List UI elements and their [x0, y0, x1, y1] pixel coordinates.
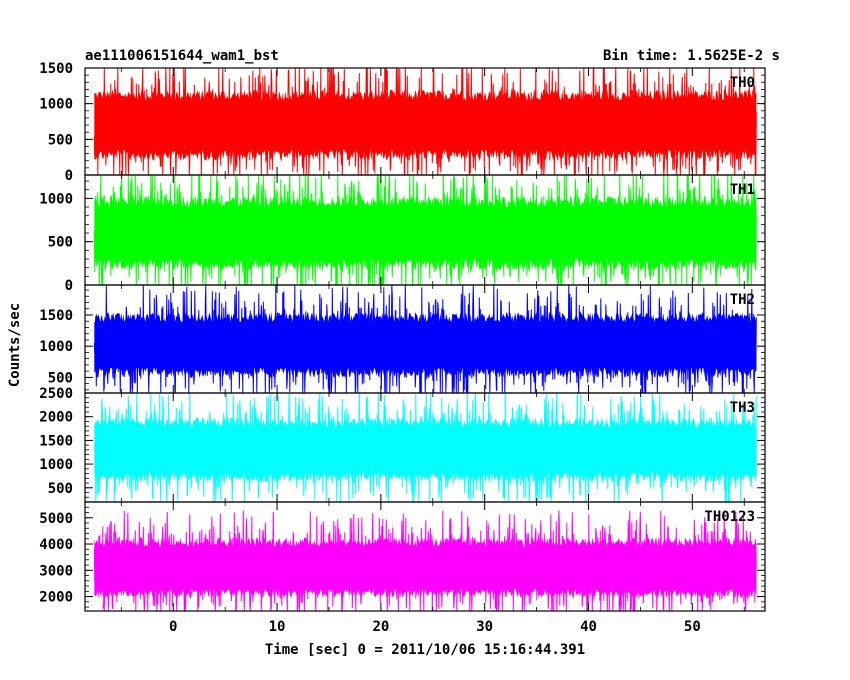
y-tick-label: 1000 [39, 457, 73, 473]
x-tick-label: 20 [372, 619, 389, 635]
chart-subtitle: Bin time: 1.5625E-2 s [603, 48, 780, 64]
series-label-th0123: TH0123 [704, 509, 755, 525]
x-tick-label: 10 [269, 619, 286, 635]
series-label-th0: TH0 [730, 75, 755, 91]
y-tick-label: 2000 [39, 590, 73, 606]
series-line-th1 [93, 175, 757, 285]
y-axis-label: Counts/sec [7, 303, 23, 387]
x-axis-label: Time [sec] 0 = 2011/10/06 15:16:44.391 [265, 642, 585, 658]
panel-frame [84, 501, 766, 612]
y-tick-label: 0 [65, 168, 73, 184]
y-tick-label: 1500 [39, 61, 73, 77]
x-tick-label: 30 [476, 619, 493, 635]
x-tick-label: 0 [169, 619, 177, 635]
y-tick-label: 5000 [39, 511, 73, 527]
y-tick-label: 500 [48, 132, 73, 148]
series-label-th2: TH2 [730, 292, 755, 308]
y-tick-label: 0 [65, 278, 73, 294]
y-tick-label: 500 [48, 481, 73, 497]
x-tick-label: 50 [684, 619, 701, 635]
series-line-th0123 [93, 510, 757, 611]
series-line-th3 [93, 393, 757, 502]
x-tick-label: 40 [580, 619, 597, 635]
series-label-th3: TH3 [730, 400, 755, 416]
y-tick-label: 1000 [39, 339, 73, 355]
series-label-th1: TH1 [730, 182, 755, 198]
y-tick-label: 1500 [39, 308, 73, 324]
y-tick-label: 4000 [39, 537, 73, 553]
y-tick-label: 500 [48, 235, 73, 251]
y-tick-label: 2500 [39, 386, 73, 402]
y-tick-label: 1000 [39, 97, 73, 113]
series-line-th0 [93, 68, 757, 175]
series-line-th2 [93, 285, 757, 393]
y-tick-label: 1500 [39, 433, 73, 449]
chart-title: ae111006151644_wam1_bst [85, 48, 279, 64]
y-tick-label: 1000 [39, 191, 73, 207]
y-tick-label: 3000 [39, 563, 73, 579]
y-tick-label: 2000 [39, 410, 73, 426]
panels-group: 050010001500TH005001000TH150010001500TH2… [39, 61, 766, 635]
y-tick-label: 500 [48, 370, 73, 386]
